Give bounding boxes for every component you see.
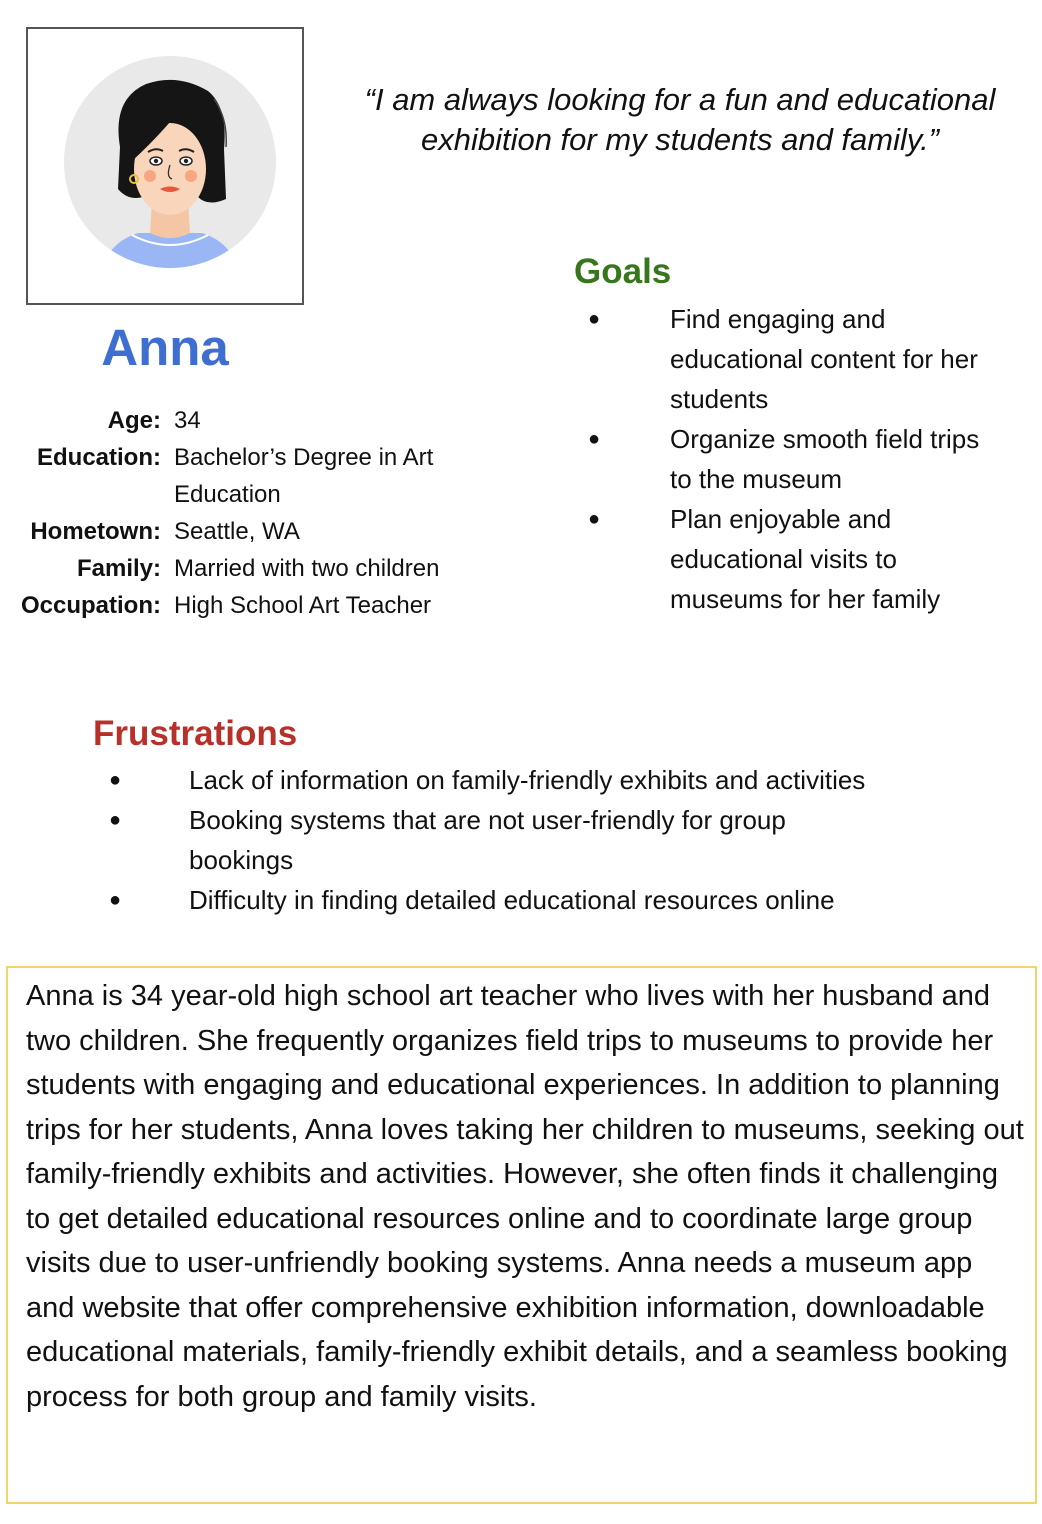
bio-value: Married with two children [174, 555, 440, 582]
frustration-text: Booking systems that are not user-friend… [189, 805, 786, 875]
list-item: ● Plan enjoyable and educational visits … [588, 499, 990, 619]
bio-value: Bachelor’s Degree in Art Education [174, 444, 434, 508]
bullet-icon: ● [109, 809, 122, 831]
bio-row-family: Family: Married with two children [0, 550, 470, 587]
bio-details: Age: 34 Education: Bachelor’s Degree in … [0, 402, 470, 624]
persona-summary: Anna is 34 year-old high school art teac… [6, 966, 1037, 1504]
goal-text: Find engaging and educational content fo… [670, 304, 978, 414]
bio-label: Education: [37, 444, 161, 471]
frustrations-heading: Frustrations [93, 714, 298, 753]
avatar-hair-fringe [131, 103, 210, 161]
bullet-icon: ● [588, 508, 601, 530]
list-item: ● Booking systems that are not user-frie… [109, 800, 849, 880]
avatar-earring [129, 174, 139, 184]
avatar-face [134, 123, 206, 215]
bio-value: 34 [174, 407, 201, 434]
bullet-icon: ● [109, 889, 122, 911]
bio-label: Occupation: [20, 592, 161, 619]
persona-quote: “I am always looking for a fun and educa… [364, 82, 996, 157]
list-item: ● Lack of information on family-friendly… [109, 760, 989, 800]
persona-avatar-illustration [64, 56, 276, 268]
goals-heading: Goals [574, 252, 672, 291]
persona-photo-frame [26, 27, 304, 305]
goal-text: Organize smooth field trips to the museu… [670, 424, 980, 494]
bio-row-hometown: Hometown: Seattle, WA [0, 513, 470, 550]
bio-row-age: Age: 34 [0, 402, 470, 439]
bio-row-education: Education: Bachelor’s Degree in Art Educ… [0, 439, 470, 513]
frustrations-list: ● Lack of information on family-friendly… [109, 760, 989, 920]
bio-row-occupation: Occupation: High School Art Teacher [0, 587, 470, 624]
bio-label: Family: [76, 555, 161, 582]
bio-value: Seattle, WA [174, 518, 300, 545]
bio-label: Age: [107, 407, 161, 434]
list-item: ● Organize smooth field trips to the mus… [588, 419, 990, 499]
bio-value: High School Art Teacher [174, 592, 432, 619]
frustration-text: Lack of information on family-friendly e… [189, 765, 866, 795]
list-item: ● Difficulty in finding detailed educati… [109, 880, 989, 920]
goals-list: ● Find engaging and educational content … [588, 299, 990, 619]
list-item: ● Find engaging and educational content … [588, 299, 990, 419]
bio-label: Hometown: [30, 518, 161, 545]
bullet-icon: ● [109, 769, 122, 791]
bullet-icon: ● [588, 308, 601, 330]
frustration-text: Difficulty in finding detailed education… [189, 885, 835, 915]
avatar-lips [160, 186, 180, 192]
goal-text: Plan enjoyable and educational visits to… [670, 504, 941, 614]
bullet-icon: ● [588, 428, 601, 450]
persona-name: Anna [101, 319, 229, 376]
